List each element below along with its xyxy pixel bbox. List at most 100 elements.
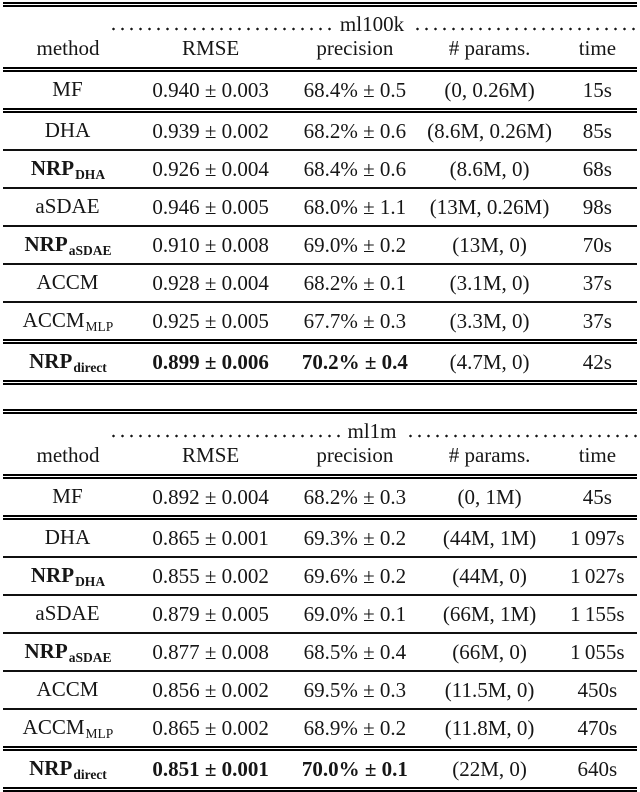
table-row: MF 0.892 ± 0.004 68.2% ± 0.3 (0, 1M) 45s (3, 476, 637, 520)
column-header-params: # params. (421, 35, 558, 72)
method-name: ACCM (36, 676, 99, 701)
rmse-cell: 0.865 ± 0.002 (132, 709, 289, 751)
params-cell: (44M, 0) (421, 557, 558, 596)
column-header-params: # params. (421, 442, 558, 479)
table-row: NRPdirect 0.899 ± 0.006 70.2% ± 0.4 (4.7… (3, 341, 637, 385)
precision-cell: 67.7% ± 0.3 (288, 302, 422, 344)
method-subscript: DHA (75, 166, 106, 182)
table-row: NRPDHA 0.855 ± 0.002 69.6% ± 0.2 (44M, 0… (3, 557, 637, 596)
column-header-rmse: RMSE (132, 442, 289, 479)
params-cell: (4.7M, 0) (421, 341, 558, 385)
dataset-header-row: ml100k (3, 5, 638, 35)
time-cell: 98s (557, 188, 637, 227)
method-cell: NRPaSDAE (3, 226, 133, 265)
column-header-rmse: RMSE (132, 35, 289, 72)
table-row: NRPDHA 0.926 ± 0.004 68.4% ± 0.6 (8.6M, … (3, 150, 637, 189)
dataset-title: ml100k (339, 12, 405, 36)
precision-cell: 69.6% ± 0.2 (288, 557, 422, 596)
precision-cell: 68.2% ± 0.6 (288, 110, 422, 151)
rmse-cell: 0.946 ± 0.005 (132, 188, 289, 227)
column-header-row: method RMSE precision # params. time (3, 35, 637, 72)
method-cell: aSDAE (3, 595, 133, 634)
time-cell: 70s (557, 226, 637, 265)
method-cell: ACCM (3, 671, 133, 710)
method-name: NRP (24, 638, 68, 663)
method-cell: MF (3, 476, 133, 520)
params-cell: (11.8M, 0) (421, 709, 558, 751)
params-cell: (0, 1M) (421, 476, 558, 520)
precision-cell: 68.4% ± 0.5 (288, 69, 422, 113)
dataset-leader: ml1m (106, 420, 638, 442)
method-subscript (90, 129, 91, 144)
time-cell: 85s (557, 110, 637, 151)
rmse-cell: 0.892 ± 0.004 (132, 476, 289, 520)
time-cell: 470s (557, 709, 637, 751)
method-cell: NRPdirect (3, 341, 133, 385)
table-body: MF 0.940 ± 0.003 68.4% ± 0.5 (0, 0.26M) … (3, 69, 637, 385)
precision-cell: 70.0% ± 0.1 (288, 748, 422, 792)
method-name: NRP (30, 155, 75, 180)
rmse-cell: 0.855 ± 0.002 (132, 557, 289, 596)
table-row: ACCM 0.856 ± 0.002 69.5% ± 0.3 (11.5M, 0… (3, 671, 637, 710)
params-cell: (13M, 0) (421, 226, 558, 265)
method-subscript: MLP (85, 318, 114, 334)
method-cell: DHA (3, 517, 133, 558)
method-name: NRP (24, 231, 68, 256)
method-cell: NRPDHA (3, 150, 133, 189)
precision-cell: 69.5% ± 0.3 (288, 671, 422, 710)
method-name: ACCM (22, 714, 85, 739)
method-name: MF (52, 483, 83, 508)
rmse-cell: 0.899 ± 0.006 (132, 341, 289, 385)
column-header-method: method (3, 442, 133, 479)
rmse-cell: 0.851 ± 0.001 (132, 748, 289, 792)
table-row: NRPaSDAE 0.910 ± 0.008 69.0% ± 0.2 (13M,… (3, 226, 637, 265)
time-cell: 45s (557, 476, 637, 520)
method-cell: NRPDHA (3, 557, 133, 596)
precision-cell: 68.2% ± 0.3 (288, 476, 422, 520)
results-table-ml100k: ml100k method RMSE precision # params. time … (3, 2, 638, 385)
method-name: aSDAE (35, 193, 100, 218)
precision-cell: 69.0% ± 0.1 (288, 595, 422, 634)
method-subscript (98, 688, 99, 703)
dataset-header-row: ml1m (3, 412, 638, 442)
dotted-leader-left (106, 420, 341, 442)
method-subscript: aSDAE (68, 242, 112, 258)
method-name: MF (52, 76, 83, 101)
method-name: DHA (44, 524, 91, 549)
params-cell: (11.5M, 0) (421, 671, 558, 710)
time-cell: 37s (557, 302, 637, 344)
time-cell: 450s (557, 671, 637, 710)
params-cell: (66M, 0) (421, 633, 558, 672)
params-cell: (8.6M, 0.26M) (421, 110, 558, 151)
method-name: NRP (30, 562, 75, 587)
method-cell: ACCMMLP (3, 302, 133, 344)
params-cell: (8.6M, 0) (421, 150, 558, 189)
precision-cell: 68.9% ± 0.2 (288, 709, 422, 751)
method-subscript (83, 88, 84, 103)
table-row: ACCMMLP 0.865 ± 0.002 68.9% ± 0.2 (11.8M… (3, 709, 637, 751)
table-row: ACCMMLP 0.925 ± 0.005 67.7% ± 0.3 (3.3M,… (3, 302, 637, 344)
rmse-cell: 0.925 ± 0.005 (132, 302, 289, 344)
precision-cell: 68.0% ± 1.1 (288, 188, 422, 227)
method-name: DHA (44, 117, 91, 142)
rmse-cell: 0.910 ± 0.008 (132, 226, 289, 265)
precision-cell: 69.3% ± 0.2 (288, 517, 422, 558)
column-header-precision: precision (288, 35, 422, 72)
dotted-leader-right (403, 420, 638, 442)
method-cell: ACCM (3, 264, 133, 303)
params-cell: (44M, 1M) (421, 517, 558, 558)
method-cell: NRPaSDAE (3, 633, 133, 672)
time-cell: 42s (557, 341, 637, 385)
method-subscript (83, 495, 84, 510)
time-cell: 1 097s (557, 517, 637, 558)
time-cell: 1 055s (557, 633, 637, 672)
time-cell: 68s (557, 150, 637, 189)
table-row: ACCM 0.928 ± 0.004 68.2% ± 0.1 (3.1M, 0)… (3, 264, 637, 303)
table-row: aSDAE 0.879 ± 0.005 69.0% ± 0.1 (66M, 1M… (3, 595, 637, 634)
rmse-cell: 0.877 ± 0.008 (132, 633, 289, 672)
dataset-title-cell: ml100k (106, 5, 638, 35)
dataset-leader: ml100k (106, 12, 638, 36)
column-header-method: method (3, 35, 133, 72)
table-row: aSDAE 0.946 ± 0.005 68.0% ± 1.1 (13M, 0.… (3, 188, 637, 227)
